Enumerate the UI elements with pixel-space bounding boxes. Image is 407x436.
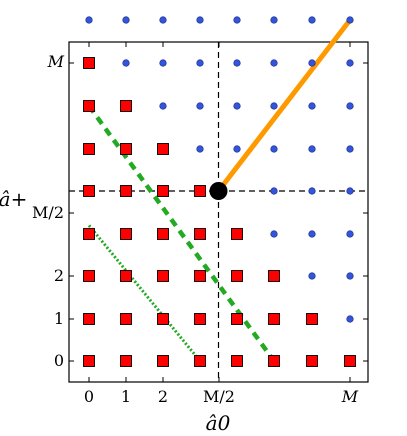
square-point — [268, 355, 280, 367]
dot-point — [308, 16, 316, 24]
square-point — [268, 270, 280, 282]
dot-point — [196, 145, 204, 153]
dot-point — [233, 59, 241, 67]
square-point — [157, 228, 169, 240]
dot-point — [196, 59, 204, 67]
dot-point — [159, 16, 167, 24]
square-point — [306, 355, 318, 367]
dot-point — [308, 230, 316, 238]
dot-point — [346, 272, 354, 280]
dot-point — [159, 59, 167, 67]
square-point — [231, 270, 243, 282]
y-tick-1: 1 — [54, 309, 64, 328]
square-point — [120, 270, 132, 282]
dot-point — [85, 16, 93, 24]
dot-point — [233, 16, 241, 24]
x-tick-half: M/2 — [203, 387, 235, 406]
x-tick-2: 2 — [158, 387, 168, 406]
square-point — [194, 185, 206, 197]
dot-point — [159, 102, 167, 110]
y-tick-max: M — [47, 52, 65, 71]
dot-point — [270, 145, 278, 153]
square-point — [120, 143, 132, 155]
x-axis-title: â0 — [206, 411, 231, 435]
square-point — [268, 313, 280, 325]
y-tick-0: 0 — [54, 351, 64, 370]
square-point — [344, 355, 356, 367]
green-dotted-line — [87, 224, 202, 362]
x-tick-1: 1 — [121, 387, 131, 406]
dot-point — [270, 59, 278, 67]
center-point — [209, 182, 228, 200]
square-point — [194, 228, 206, 240]
crosshair-lines — [69, 42, 368, 382]
orange-line — [216, 17, 353, 194]
guide-lines — [87, 17, 353, 363]
dot-point — [270, 102, 278, 110]
square-point — [83, 355, 95, 367]
square-point — [120, 100, 132, 112]
y-tick-half: M/2 — [32, 203, 64, 222]
dot-point — [233, 145, 241, 153]
square-point — [83, 228, 95, 240]
x-tick-max: M — [341, 387, 359, 406]
square-point — [231, 228, 243, 240]
dot-point — [122, 16, 130, 24]
green-dashed-line — [87, 104, 276, 363]
square-point — [83, 57, 95, 69]
square-point — [83, 313, 95, 325]
square-point — [83, 270, 95, 282]
axis-ticks — [69, 42, 368, 382]
square-point — [306, 313, 318, 325]
square-point — [83, 143, 95, 155]
dot-point — [346, 59, 354, 67]
square-point — [157, 355, 169, 367]
square-point — [231, 355, 243, 367]
square-point — [157, 270, 169, 282]
dot-point — [270, 230, 278, 238]
square-point — [120, 228, 132, 240]
square-point — [231, 313, 243, 325]
square-point — [194, 313, 206, 325]
dot-point — [196, 102, 204, 110]
lattice-points — [83, 16, 356, 367]
dot-point — [346, 102, 354, 110]
dot-point — [233, 102, 241, 110]
dot-point — [346, 16, 354, 24]
dot-point — [308, 102, 316, 110]
dot-point — [270, 16, 278, 24]
dot-point — [346, 315, 354, 323]
square-point — [120, 313, 132, 325]
y-axis-title: â+ — [0, 187, 27, 211]
square-point — [157, 185, 169, 197]
dot-point — [308, 145, 316, 153]
dot-point — [308, 272, 316, 280]
dot-point — [196, 16, 204, 24]
dot-point — [270, 187, 278, 195]
dot-point — [308, 59, 316, 67]
dot-point — [346, 145, 354, 153]
dot-point — [346, 230, 354, 238]
square-point — [120, 185, 132, 197]
y-tick-2: 2 — [54, 266, 64, 285]
dot-point — [122, 59, 130, 67]
square-point — [194, 270, 206, 282]
square-point — [83, 185, 95, 197]
dot-point — [346, 187, 354, 195]
x-tick-0: 0 — [84, 387, 94, 406]
square-point — [83, 100, 95, 112]
square-point — [120, 355, 132, 367]
square-point — [194, 355, 206, 367]
square-point — [157, 143, 169, 155]
dot-point — [308, 187, 316, 195]
square-point — [157, 313, 169, 325]
